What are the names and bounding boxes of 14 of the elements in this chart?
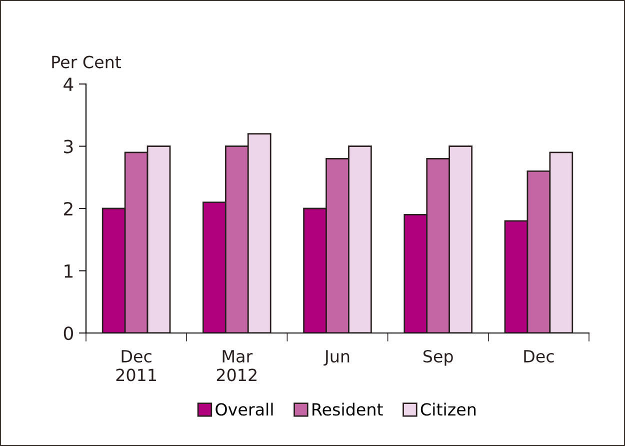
- legend-label: Resident: [312, 402, 383, 416]
- x-tick-label: Dec: [524, 350, 554, 363]
- x-tick-label: Dec 2011: [116, 350, 156, 382]
- y-tick-label: 2: [64, 202, 72, 216]
- x-tick-label: Sep: [423, 350, 453, 366]
- legend-label: Citizen: [420, 402, 476, 416]
- x-tick-label: Jun: [324, 350, 350, 366]
- y-tick-label: 0: [64, 326, 73, 340]
- x-tick-label: Mar 2012: [216, 350, 256, 382]
- y-axis-title: Per Cent: [52, 56, 122, 68]
- legend-label: Overall: [216, 402, 273, 416]
- y-tick-label: 3: [64, 140, 73, 154]
- y-tick-label: 4: [64, 78, 74, 91]
- y-tick-label: 1: [64, 264, 73, 278]
